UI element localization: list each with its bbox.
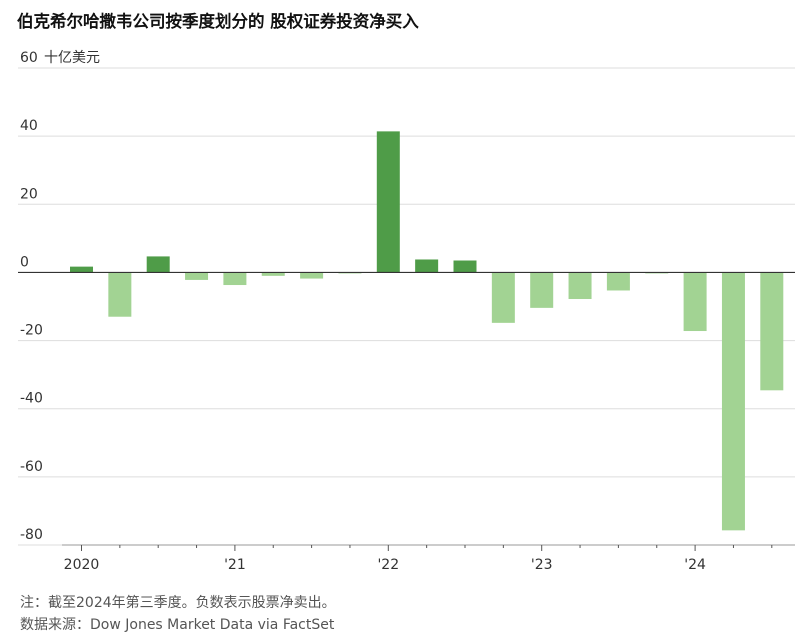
bar-2024Q2 [721,272,745,531]
bar-2020Q3 [146,256,170,273]
y-tick-label: -20 [20,323,43,339]
bar-chart: 60 十亿美元 40 20 0 -20 -40 -60 -80 2020 '21 '22 '23 '24 [18,50,795,573]
y-tick-label: 20 [20,186,38,202]
bar-2021Q3 [300,272,324,279]
y-tick-label: 0 [20,254,29,270]
bars [18,131,795,531]
bar-2023Q1 [530,272,554,308]
chart-title: 伯克希尔哈撒韦公司按季度划分的 股权证券投资净买入 [17,12,419,31]
bar-2021Q1 [223,272,247,286]
y-unit-label: 十亿美元 [44,50,100,66]
bar-2022Q3 [453,260,477,273]
x-axis: 2020 '21 '22 '23 '24 [62,544,795,573]
y-tick-label: -60 [20,459,43,475]
bar-2022Q1 [376,131,400,273]
x-tick-label: 2020 [64,557,100,573]
bar-2020Q2 [108,272,132,317]
bar-2021Q2 [261,272,285,276]
y-tick-label: -40 [20,391,43,407]
source-note: 数据来源：Dow Jones Market Data via FactSet [20,617,335,633]
bar-2022Q2 [415,259,439,273]
bar-2024Q1 [683,272,707,332]
bar-2020Q4 [185,272,209,280]
bar-2024Q3 [760,272,784,391]
x-tick-label: '24 [684,557,706,573]
gridlines [18,67,795,546]
bar-2023Q3 [606,272,630,291]
x-tick-label: '22 [377,557,399,573]
bar-2020Q1 [70,266,93,273]
bar-2022Q4 [491,272,515,323]
x-tick-label: '23 [531,557,553,573]
y-tick-label: -80 [20,527,43,543]
y-tick-label: 60 [20,50,38,66]
y-axis-labels: 60 十亿美元 40 20 0 -20 -40 -60 -80 [20,50,100,543]
bar-2023Q2 [568,272,592,300]
x-tick-label: '21 [224,557,246,573]
y-tick-label: 40 [20,118,38,134]
footnote: 注：截至2024年第三季度。负数表示股票净卖出。 [20,595,336,611]
